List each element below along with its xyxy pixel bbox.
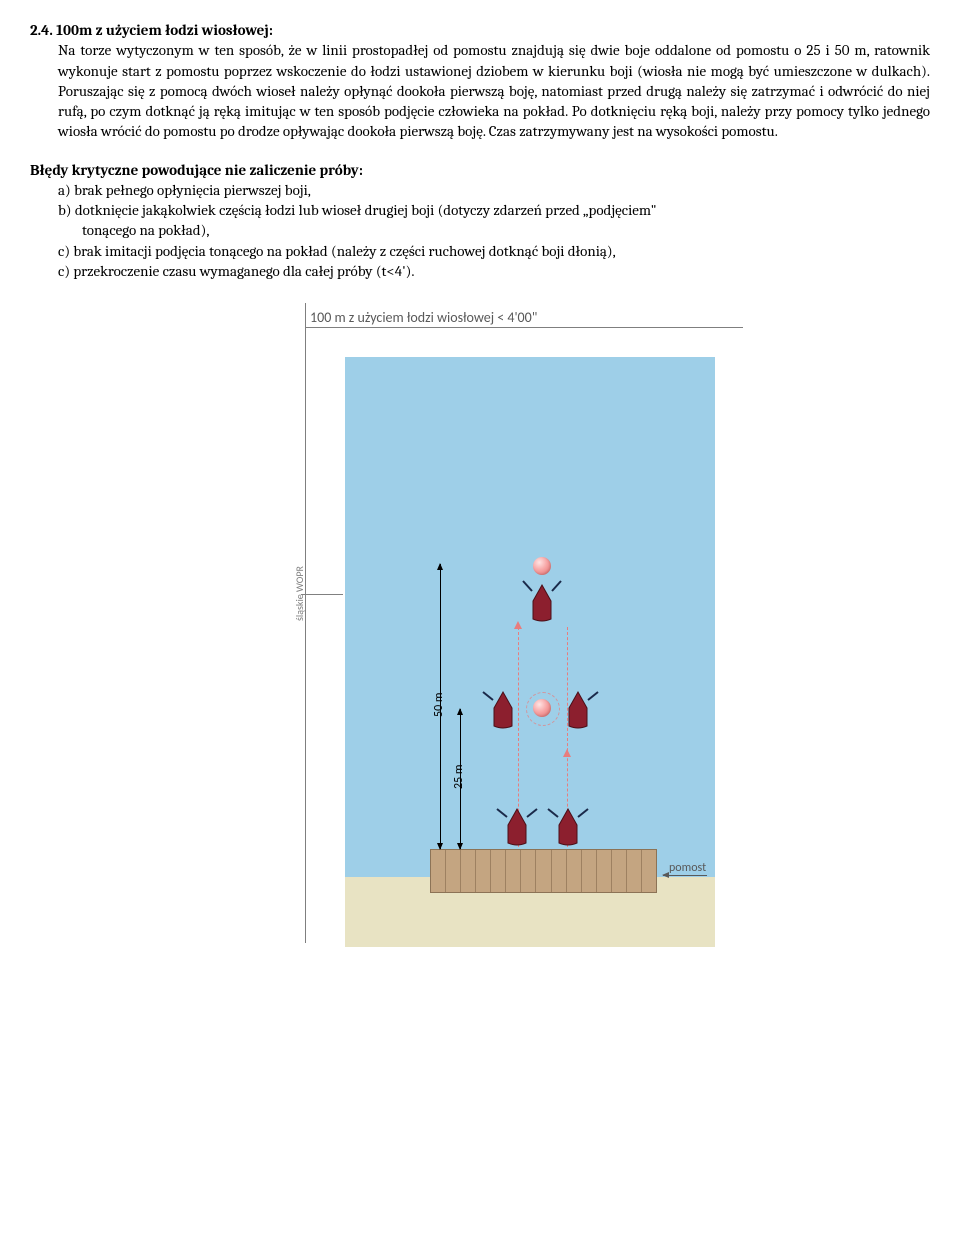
diagram: 100 m z użyciem łodzi wiosłowej < 4'00" … [215,309,745,959]
boat-bottom-right [555,807,581,847]
buoy-near [533,699,551,717]
section-heading: 2.4. 100m z użyciem łodzi wiosłowej: [30,20,930,40]
path-arrow-2 [563,749,571,757]
wopr-line [301,594,343,595]
section-number: 2.4. [30,21,53,39]
error-b: b) dotknięcie jakąkolwiek częścią łodzi … [58,200,930,220]
dimension-25m-label: 25 m [451,765,467,789]
dock-arrow [663,875,707,876]
error-c: c) brak imitacji podjęcia tonącego na po… [58,241,930,261]
path-arrow-1 [514,621,522,629]
boat-mid-right [565,690,591,730]
boat-top [529,583,555,623]
section-body: Na torze wytyczonym w ten sposób, że w l… [58,40,930,141]
error-c2: c) przekroczenie czasu wymaganego dla ca… [58,261,930,281]
error-b-cont: tonącego na pokład), [82,220,930,240]
error-a: a) brak pełnego opłynięcia pierwszej boj… [58,180,930,200]
figure-caption: 100 m z użyciem łodzi wiosłowej < 4'00" [310,309,537,328]
boat-mid-left [490,690,516,730]
buoy-far [533,557,551,575]
section-title-text: 100m z użyciem łodzi wiosłowej: [56,21,273,39]
boat-bottom-left [504,807,530,847]
dock [430,849,657,893]
frame-vline [305,303,306,943]
dimension-50m-label: 50 m [431,693,447,717]
dock-label: pomost [669,860,706,876]
errors-heading: Błędy krytyczne powodujące nie zaliczeni… [30,160,930,180]
figure-container: 100 m z użyciem łodzi wiosłowej < 4'00" … [30,309,930,959]
